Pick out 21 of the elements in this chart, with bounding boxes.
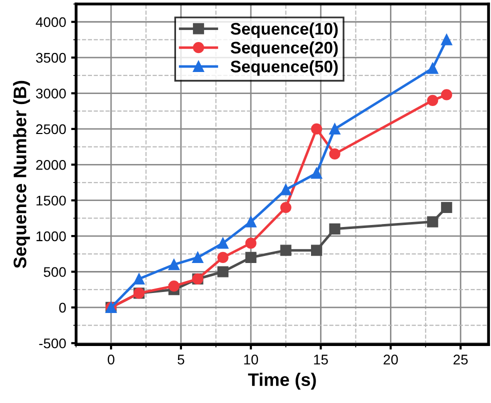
y-tick-label: 1000	[36, 231, 66, 242]
x-tick-label: 10	[244, 354, 258, 364]
legend-label: Sequence(10)	[230, 22, 338, 38]
x-tick-label: 20	[384, 354, 398, 364]
y-axis-title: Sequence Number (B)	[13, 80, 30, 268]
legend-label: Sequence(50)	[230, 60, 338, 76]
y-tick-label: 2000	[36, 160, 66, 170]
y-tick-label: 3500	[36, 52, 66, 63]
y-tick-label: 2500	[36, 124, 66, 134]
x-tick-label: 15	[314, 354, 328, 364]
y-tick-label: 1500	[36, 196, 66, 206]
x-tick-label: 5	[178, 354, 184, 364]
x-tick-label: 0	[108, 354, 114, 364]
x-tick-label: 25	[454, 354, 468, 364]
y-tick-label: 500	[44, 267, 66, 277]
y-tick-label: 0	[59, 302, 66, 313]
x-axis-title: Time (s)	[248, 372, 316, 390]
y-tick-label: 4000	[36, 17, 66, 28]
y-tick-label: 3000	[36, 88, 66, 98]
legend-label: Sequence(20)	[230, 41, 338, 57]
y-tick-label: -500	[39, 338, 66, 348]
